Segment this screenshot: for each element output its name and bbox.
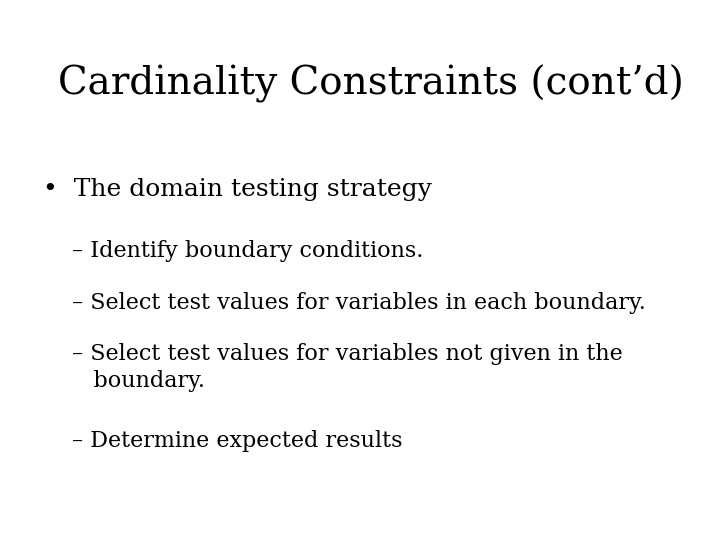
Text: – Identify boundary conditions.: – Identify boundary conditions. bbox=[72, 240, 423, 262]
Text: – Select test values for variables in each boundary.: – Select test values for variables in ea… bbox=[72, 292, 646, 314]
Text: •  The domain testing strategy: • The domain testing strategy bbox=[43, 178, 432, 201]
Text: – Determine expected results: – Determine expected results bbox=[72, 430, 402, 452]
Text: Cardinality Constraints (cont’d): Cardinality Constraints (cont’d) bbox=[58, 65, 683, 103]
Text: – Select test values for variables not given in the
   boundary.: – Select test values for variables not g… bbox=[72, 343, 623, 392]
